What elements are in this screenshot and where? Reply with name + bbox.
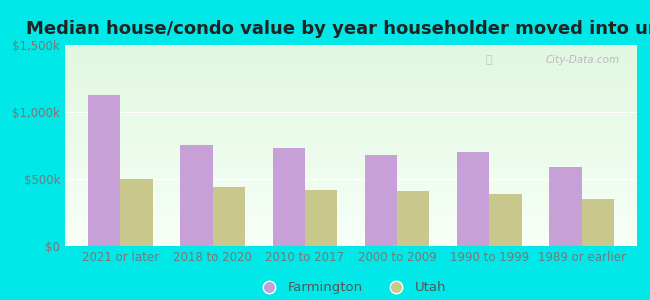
Bar: [180, 146, 213, 246]
Bar: [305, 190, 337, 246]
Title: Median house/condo value by year householder moved into unit: Median house/condo value by year househo…: [26, 20, 650, 38]
Bar: [582, 199, 614, 246]
Bar: [397, 191, 430, 246]
Bar: [213, 187, 245, 246]
Bar: [457, 152, 489, 246]
Bar: [272, 148, 305, 246]
Bar: [88, 94, 120, 246]
Bar: [489, 194, 522, 246]
Legend: Farmington, Utah: Farmington, Utah: [251, 276, 451, 300]
Bar: [365, 155, 397, 246]
Text: City-Data.com: City-Data.com: [546, 55, 620, 65]
Bar: [120, 179, 153, 246]
Bar: [549, 167, 582, 246]
Text: Ⓢ: Ⓢ: [486, 55, 492, 65]
